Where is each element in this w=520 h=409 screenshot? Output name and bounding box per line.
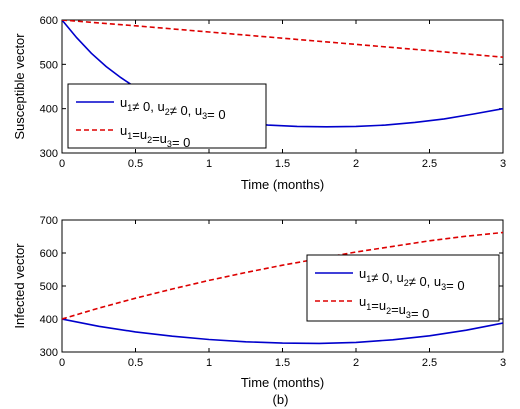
x-tick-label: 1.5 [275,357,290,369]
x-tick-label: 1.5 [275,158,290,170]
infected-vector-chart: 0 0.5 1 1.5 2 2.5 3 300 400 500 600 700 Time (months… [12,215,506,407]
x-tick-label: 2 [353,357,359,369]
susceptible-vector-chart: 0 0.5 1 1.5 2 2.5 3 300 400 500 600 Time (months) Su… [12,15,506,192]
series-line-controlled [62,318,503,345]
y-tick-label: 600 [40,15,58,27]
y-tick-label: 400 [40,314,58,326]
x-tick-label: 0.5 [128,158,143,170]
x-tick-label: 0 [59,158,65,170]
x-tick-label: 3 [500,357,506,369]
figure-caption: (b) [273,392,289,407]
series-line-no-control [62,20,503,58]
x-tick-label: 1 [206,357,212,369]
legend-box [306,254,500,322]
legend-entry: u1=u2=u3= 0 [359,294,429,321]
y-tick-label: 500 [40,281,58,293]
y-axis-label: Infected vector [12,243,27,329]
x-tick-label: 1 [206,158,212,170]
y-tick-label: 600 [40,248,58,260]
x-tick-label: 2.5 [422,357,437,369]
legend-entry: u1≠ 0, u2≠ 0, u3= 0 [359,266,465,293]
legend-box [67,83,267,149]
y-tick-label: 500 [40,59,58,71]
legend: u1≠ 0, u2≠ 0, u3= 0u1=u2=u3= 0 [67,83,267,150]
x-axis-label: Time (months) [241,375,324,390]
x-tick-label: 2.5 [422,158,437,170]
legend: u1≠ 0, u2≠ 0, u3= 0u1=u2=u3= 0 [306,254,500,322]
legend-entry: u1≠ 0, u2≠ 0, u3= 0 [120,95,226,122]
x-tick-label: 0.5 [128,357,143,369]
x-axis-label: Time (months) [241,177,324,192]
y-tick-label: 400 [40,104,58,116]
x-tick-label: 3 [500,158,506,170]
y-axis-label: Susceptible vector [12,33,27,140]
y-tick-label: 700 [40,215,58,227]
legend-entry: u1=u2=u3= 0 [120,123,190,150]
series-line-no-control [62,231,503,320]
y-tick-label: 300 [40,347,58,359]
x-tick-label: 0 [59,357,65,369]
x-tick-label: 2 [353,158,359,170]
y-tick-label: 300 [40,148,58,160]
